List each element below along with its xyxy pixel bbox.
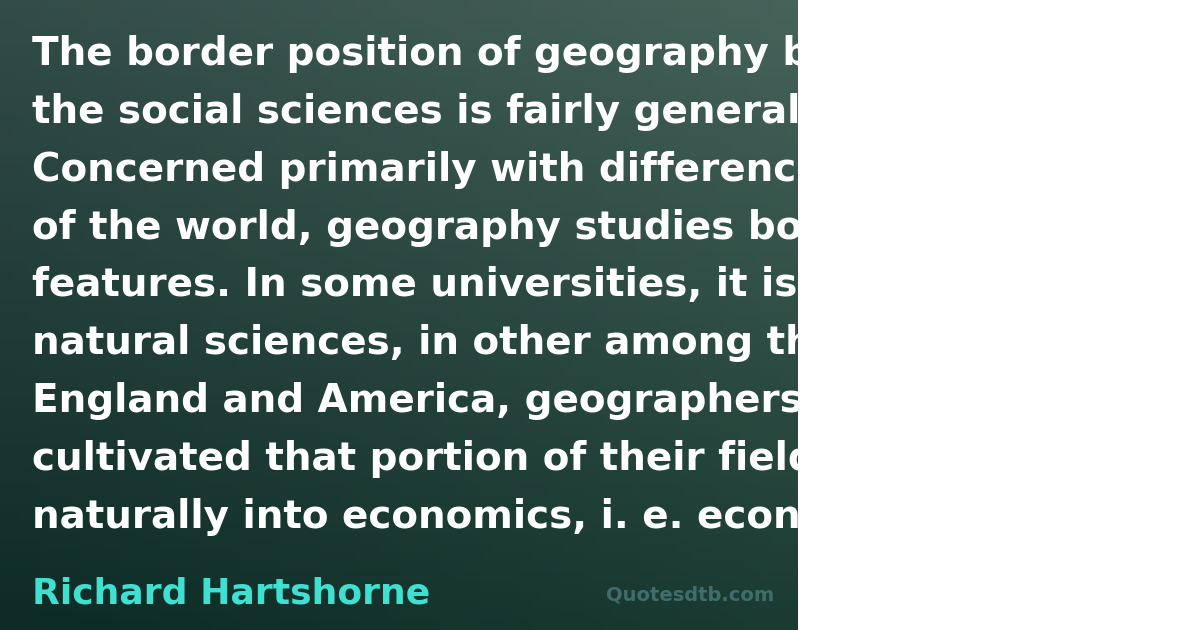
Text: natural sciences, in other among the social scientists. In: natural sciences, in other among the soc… [32,324,1200,362]
Text: England and America, geographers have particularly: England and America, geographers have pa… [32,382,1188,420]
Text: of the world, geography studies both natural and cultural: of the world, geography studies both nat… [32,209,1200,246]
Text: Concerned primarily with differences in the different areas: Concerned primarily with differences in … [32,151,1200,188]
Text: features. In some universities, it is included among the: features. In some universities, it is in… [32,266,1200,304]
Text: Quotesdtb.com: Quotesdtb.com [606,586,774,605]
Text: The border position of geography between the natural and: The border position of geography between… [32,35,1200,72]
Text: the social sciences is fairly generally recognized.: the social sciences is fairly generally … [32,93,1108,130]
Text: Richard Hartshorne: Richard Hartshorne [32,576,430,610]
Text: cultivated that portion of their field which leads: cultivated that portion of their field w… [32,440,1087,478]
Text: naturally into economics, i. e. economic geography.: naturally into economics, i. e. economic… [32,498,1164,536]
